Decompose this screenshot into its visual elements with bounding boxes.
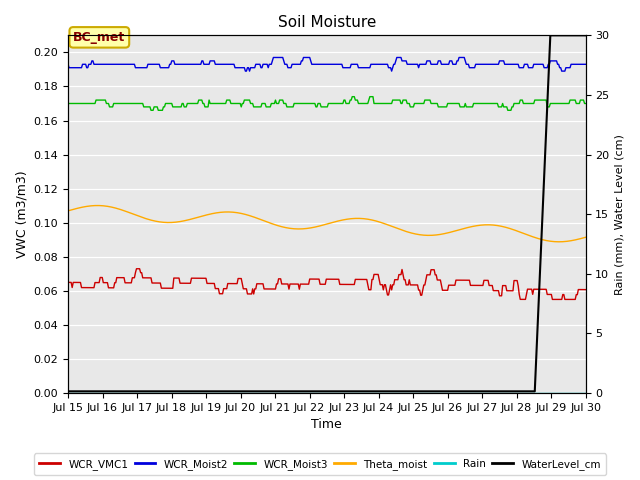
WCR_VMC1 [345,282,353,288]
Y-axis label: VWC (m3/m3): VWC (m3/m3) [15,170,28,258]
WCR_Moist2 [582,61,589,67]
WaterLevel_cm [372,388,380,394]
Rain [313,390,321,396]
WCR_VMC1 [373,272,381,277]
Line: WaterLevel_cm: WaterLevel_cm [68,36,586,391]
WCR_Moist2 [572,61,579,67]
WCR_Moist2 [374,61,382,67]
Theta_moist [64,208,72,214]
WCR_Moist3 [311,101,319,107]
Theta_moist [555,239,563,245]
WaterLevel_cm [344,388,352,394]
WCR_Moist2 [64,61,72,67]
WCR_Moist3 [348,94,356,99]
WCR_Moist2 [269,55,277,60]
WCR_Moist3 [147,108,155,113]
WCR_VMC1 [490,288,497,293]
WCR_VMC1 [64,279,72,285]
WCR_Moist3 [490,101,498,107]
WaterLevel_cm [547,33,554,38]
Rain [570,390,577,396]
WCR_VMC1 [572,297,579,302]
WCR_Moist3 [314,101,322,107]
WCR_Moist2 [312,61,320,67]
Theta_moist [345,216,353,222]
WaterLevel_cm [313,388,321,394]
Line: WCR_Moist3: WCR_Moist3 [68,96,586,110]
Theta_moist [311,224,319,230]
Text: BC_met: BC_met [73,31,125,44]
Theta_moist [373,218,381,224]
Rain [372,390,380,396]
Legend: WCR_VMC1, WCR_Moist2, WCR_Moist3, Theta_moist, Rain, WaterLevel_cm: WCR_VMC1, WCR_Moist2, WCR_Moist3, Theta_… [34,454,606,475]
WCR_Moist2 [346,65,354,71]
WCR_Moist2 [490,61,498,67]
WaterLevel_cm [570,33,578,38]
Theta_moist [490,222,497,228]
WCR_Moist2 [241,68,249,74]
Rain [64,390,72,396]
WCR_VMC1 [132,266,140,272]
Theta_moist [93,203,101,208]
WaterLevel_cm [488,388,496,394]
WCR_Moist3 [345,101,353,107]
WCR_Moist3 [582,101,589,107]
WaterLevel_cm [64,388,72,394]
Y-axis label: Rain (mm), Water Level (cm): Rain (mm), Water Level (cm) [615,134,625,295]
Title: Soil Moisture: Soil Moisture [278,15,376,30]
Rain [344,390,352,396]
WCR_VMC1 [311,276,319,282]
WaterLevel_cm [310,388,317,394]
WCR_VMC1 [548,297,556,302]
Line: Theta_moist: Theta_moist [68,205,586,242]
WCR_Moist2 [315,61,323,67]
WaterLevel_cm [582,33,589,38]
WCR_Moist3 [572,97,579,103]
Rain [310,390,317,396]
Line: WCR_Moist2: WCR_Moist2 [68,58,586,71]
Line: WCR_VMC1: WCR_VMC1 [68,269,586,300]
Theta_moist [314,224,322,229]
WCR_Moist3 [374,101,382,107]
WCR_VMC1 [314,276,322,282]
WCR_VMC1 [582,287,589,292]
Rain [582,390,589,396]
Rain [488,390,496,396]
WCR_Moist3 [64,101,72,107]
Theta_moist [582,234,589,240]
X-axis label: Time: Time [312,419,342,432]
Theta_moist [572,237,579,243]
